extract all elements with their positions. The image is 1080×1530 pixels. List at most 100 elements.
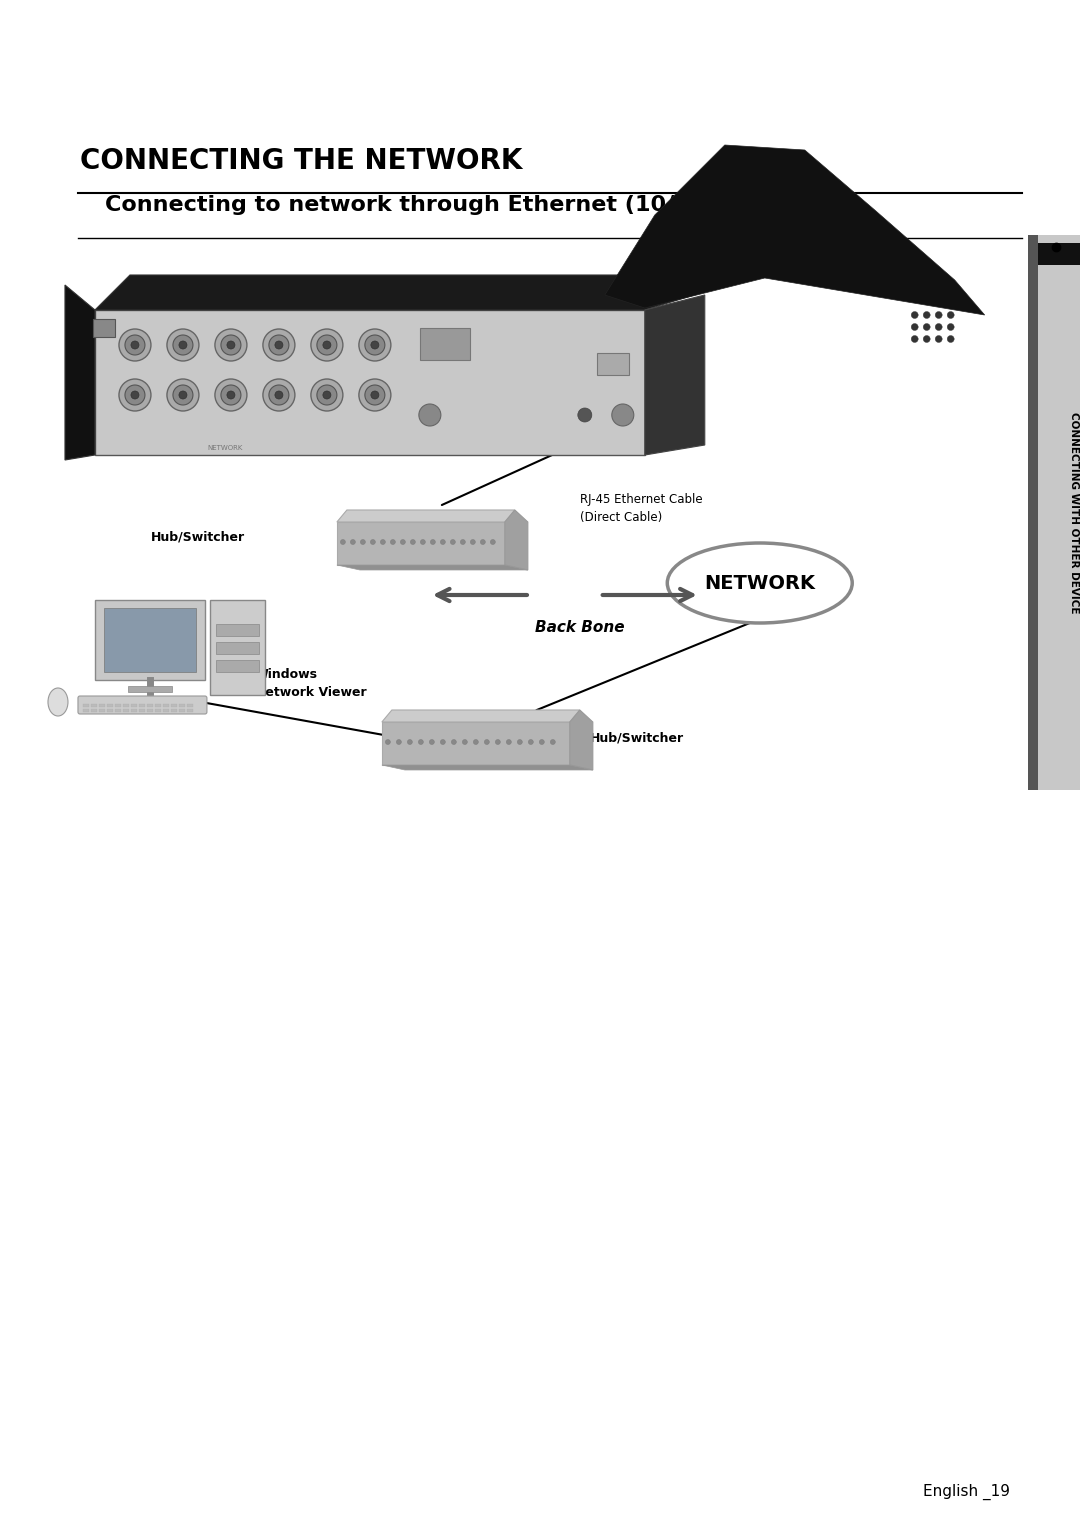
Circle shape bbox=[396, 739, 402, 745]
Text: Hub/Switcher: Hub/Switcher bbox=[151, 531, 245, 543]
Circle shape bbox=[471, 540, 475, 545]
Circle shape bbox=[551, 739, 555, 745]
Circle shape bbox=[125, 386, 145, 405]
Bar bbox=[154, 708, 161, 711]
Circle shape bbox=[410, 540, 416, 545]
Circle shape bbox=[323, 341, 330, 349]
Circle shape bbox=[386, 739, 390, 745]
Circle shape bbox=[221, 335, 241, 355]
Circle shape bbox=[912, 312, 918, 318]
Bar bbox=[114, 704, 121, 707]
Bar bbox=[171, 704, 177, 707]
Text: Hub/Switcher: Hub/Switcher bbox=[590, 731, 684, 745]
Bar bbox=[147, 708, 153, 711]
Polygon shape bbox=[337, 522, 504, 565]
Circle shape bbox=[496, 739, 500, 745]
Circle shape bbox=[350, 540, 355, 545]
Circle shape bbox=[275, 341, 283, 349]
Circle shape bbox=[269, 335, 289, 355]
Circle shape bbox=[167, 329, 199, 361]
Bar bbox=[107, 704, 113, 707]
Circle shape bbox=[316, 386, 337, 405]
Circle shape bbox=[390, 540, 395, 545]
Circle shape bbox=[923, 335, 930, 343]
Circle shape bbox=[481, 540, 485, 545]
Bar bbox=[179, 704, 185, 707]
Circle shape bbox=[912, 335, 918, 343]
Circle shape bbox=[947, 323, 955, 330]
Circle shape bbox=[935, 335, 942, 343]
Circle shape bbox=[450, 540, 456, 545]
Ellipse shape bbox=[48, 688, 68, 716]
Bar bbox=[99, 708, 105, 711]
Circle shape bbox=[316, 335, 337, 355]
Bar bbox=[147, 704, 153, 707]
Bar bbox=[171, 708, 177, 711]
Circle shape bbox=[215, 329, 247, 361]
Bar bbox=[91, 704, 97, 707]
Circle shape bbox=[125, 335, 145, 355]
Polygon shape bbox=[382, 722, 570, 765]
Circle shape bbox=[923, 312, 930, 318]
Bar bbox=[179, 708, 185, 711]
Circle shape bbox=[517, 739, 523, 745]
Circle shape bbox=[460, 540, 465, 545]
Circle shape bbox=[430, 739, 434, 745]
Bar bbox=[420, 327, 470, 360]
Circle shape bbox=[269, 386, 289, 405]
Text: RJ-45 Ethernet Cable
(Direct Cable): RJ-45 Ethernet Cable (Direct Cable) bbox=[580, 493, 702, 523]
Circle shape bbox=[221, 386, 241, 405]
Polygon shape bbox=[337, 565, 528, 571]
Bar bbox=[131, 704, 137, 707]
Bar bbox=[104, 607, 195, 672]
Circle shape bbox=[179, 392, 187, 399]
Circle shape bbox=[441, 540, 445, 545]
Bar bbox=[127, 685, 172, 692]
Bar bbox=[1028, 236, 1080, 789]
Bar bbox=[1038, 243, 1080, 265]
Bar bbox=[216, 643, 259, 653]
Circle shape bbox=[935, 323, 942, 330]
Circle shape bbox=[420, 540, 426, 545]
Circle shape bbox=[380, 540, 386, 545]
Circle shape bbox=[167, 379, 199, 412]
Circle shape bbox=[528, 739, 534, 745]
Bar bbox=[83, 704, 89, 707]
Polygon shape bbox=[605, 145, 985, 315]
Polygon shape bbox=[65, 285, 95, 461]
Bar bbox=[1028, 236, 1038, 789]
Polygon shape bbox=[95, 311, 645, 454]
Circle shape bbox=[923, 323, 930, 330]
Circle shape bbox=[401, 540, 405, 545]
Polygon shape bbox=[382, 710, 580, 722]
Bar bbox=[187, 704, 193, 707]
Circle shape bbox=[430, 540, 435, 545]
Bar bbox=[139, 708, 145, 711]
Circle shape bbox=[359, 379, 391, 412]
Text: NETWORK: NETWORK bbox=[704, 574, 815, 592]
Circle shape bbox=[407, 739, 413, 745]
Bar bbox=[93, 318, 114, 337]
Circle shape bbox=[173, 335, 193, 355]
Circle shape bbox=[370, 392, 379, 399]
Circle shape bbox=[262, 329, 295, 361]
Bar bbox=[114, 708, 121, 711]
Bar bbox=[99, 704, 105, 707]
Circle shape bbox=[419, 404, 441, 425]
Bar bbox=[187, 708, 193, 711]
Circle shape bbox=[119, 329, 151, 361]
Bar bbox=[123, 708, 129, 711]
Circle shape bbox=[473, 739, 478, 745]
Circle shape bbox=[275, 392, 283, 399]
Bar bbox=[597, 353, 629, 375]
Text: Back Bone: Back Bone bbox=[535, 620, 624, 635]
Circle shape bbox=[323, 392, 330, 399]
Circle shape bbox=[131, 341, 139, 349]
Circle shape bbox=[227, 392, 235, 399]
Circle shape bbox=[311, 329, 342, 361]
Bar bbox=[95, 600, 205, 679]
Polygon shape bbox=[382, 765, 593, 770]
Circle shape bbox=[361, 540, 365, 545]
Polygon shape bbox=[337, 509, 515, 522]
Circle shape bbox=[462, 739, 468, 745]
